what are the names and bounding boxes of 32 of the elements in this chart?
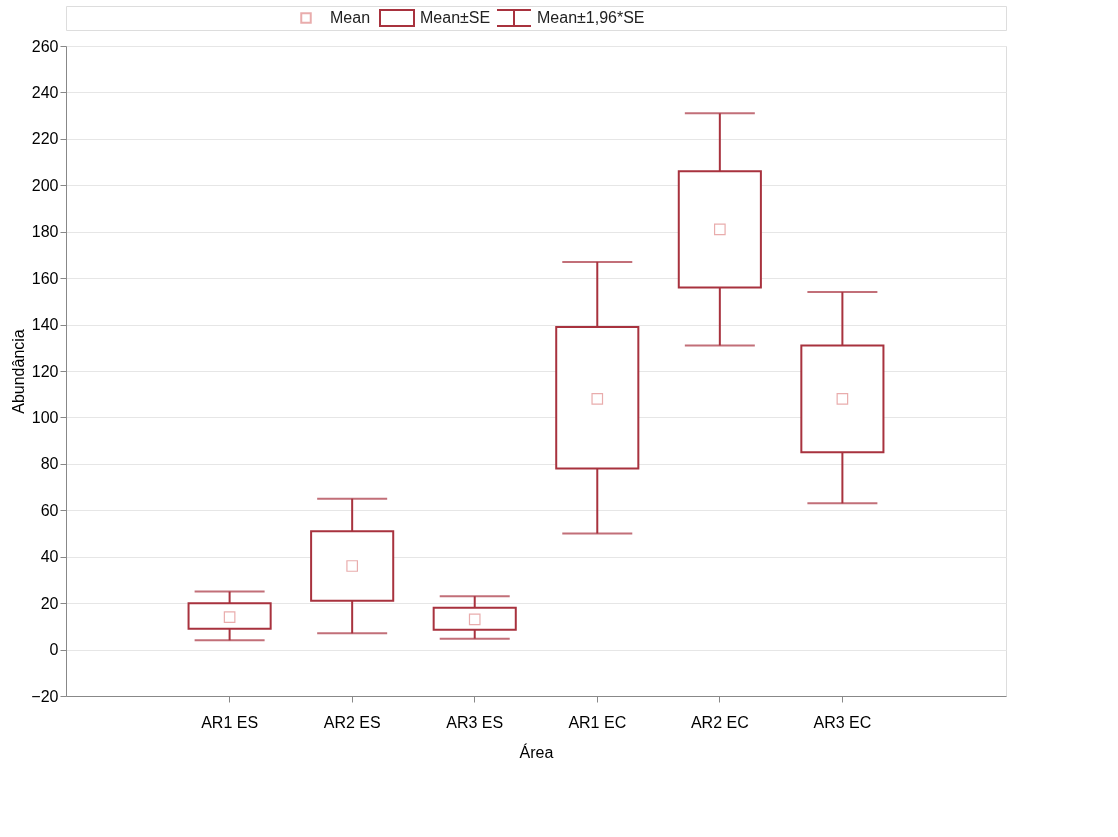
point: [468, 613, 481, 626]
point: [346, 560, 359, 572]
y-tick-label: 140: [31, 316, 59, 334]
y-tick-label: 260: [31, 37, 59, 55]
y-tick-label: 160: [31, 269, 59, 287]
y-tick-label: 120: [31, 362, 59, 380]
y-tick-label: 20: [40, 594, 59, 612]
point: [591, 393, 604, 405]
y-tick-label: 60: [40, 501, 59, 519]
point: [713, 223, 726, 236]
y-tick-label: 220: [31, 130, 59, 148]
y-tick-label: 200: [31, 176, 59, 194]
y-tick-label: 40: [40, 548, 59, 566]
x-tick-label: AR2 EC: [690, 713, 749, 731]
y-tick-label: 180: [31, 223, 59, 241]
x-tick-label: AR3 EC: [813, 713, 872, 731]
y-tick-label: −20: [31, 687, 59, 705]
text: Mean±1,96*SE: [537, 9, 645, 26]
x-tick-label: AR2 ES: [323, 713, 381, 731]
x-tick-label: AR1 EC: [568, 713, 627, 731]
x-axis-title: Área: [519, 742, 554, 761]
point: [223, 611, 236, 623]
y-tick-label: 0: [49, 641, 59, 659]
y-tick-label: 240: [31, 83, 59, 101]
legend-label: Mean±SE: [420, 9, 491, 26]
y-tick-label: 100: [31, 408, 59, 426]
y-axis-title: Abundância: [10, 329, 28, 414]
legend-label: Mean: [330, 9, 371, 26]
x-tick-label: AR1 ES: [201, 713, 259, 731]
point: [836, 393, 849, 405]
y-tick-label: 80: [40, 455, 59, 473]
x-tick-label: AR3 ES: [446, 713, 504, 731]
